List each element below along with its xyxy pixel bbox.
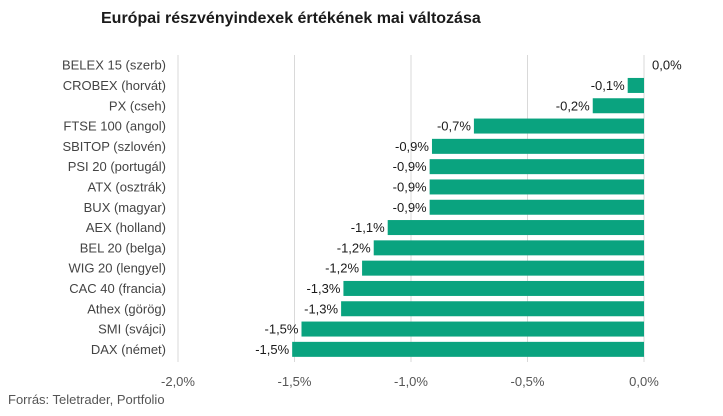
value-label: -1,5% [265,322,299,337]
category-label: ATX (osztrák) [88,179,167,194]
bar [429,159,644,175]
category-label: PX (cseh) [109,98,166,113]
value-label: -1,2% [325,261,359,276]
x-tick-label: -1,0% [394,374,428,389]
value-label: -1,2% [337,240,371,255]
x-tick-label: 0,0% [629,374,659,389]
category-label: AEX (holland) [86,220,166,235]
source-note: Forrás: Teletrader, Portfolio [8,392,165,407]
bar [473,118,644,134]
category-label: SBITOP (szlovén) [62,139,166,154]
bar [343,280,644,296]
category-label: FTSE 100 (angol) [63,119,166,134]
value-label: -1,1% [351,220,385,235]
x-axis-ticks: -2,0% -1,5% -1,0% -0,5% 0,0% [161,374,659,389]
value-label: -0,9% [393,159,427,174]
value-label: -0,9% [393,200,427,215]
bar [362,260,644,276]
category-label: WIG 20 (lengyel) [68,261,166,276]
category-label: PSI 20 (portugál) [68,159,166,174]
x-tick-label: -0,5% [511,374,545,389]
category-labels: BELEX 15 (szerb) CROBEX (horvát) PX (cseh)… [62,58,166,357]
category-label: BUX (magyar) [84,200,166,215]
bar [387,220,644,236]
value-labels: 0,0%-0,1%-0,2%-0,7%-0,9%-0,9%-0,9%-0,9%-… [255,58,682,357]
x-tick-label: -1,5% [278,374,312,389]
category-label: Athex (görög) [87,301,166,316]
category-label: SMI (svájci) [98,322,166,337]
bar [592,98,644,114]
bar [627,77,644,93]
bar [429,199,644,215]
category-label: BELEX 15 (szerb) [62,58,166,73]
value-label: -0,9% [393,179,427,194]
category-label: BEL 20 (belga) [80,240,166,255]
bar [431,138,644,154]
bar [301,321,644,337]
bar [292,341,644,357]
value-label: -0,2% [556,98,590,113]
bar [341,301,644,317]
category-label: CROBEX (horvát) [63,78,166,93]
value-label: -0,1% [591,78,625,93]
x-tick-label: -2,0% [161,374,195,389]
chart-title: Európai részvényindexek értékének mai vá… [101,10,481,27]
value-label: -0,7% [437,119,471,134]
value-label: -1,3% [306,281,340,296]
value-label: -1,5% [255,342,289,357]
bar [429,179,644,195]
value-label: -0,9% [395,139,429,154]
value-label: 0,0% [652,58,682,73]
bar [373,240,644,256]
category-label: CAC 40 (francia) [69,281,166,296]
category-label: DAX (német) [91,342,166,357]
bars [292,77,644,357]
value-label: -1,3% [304,301,338,316]
